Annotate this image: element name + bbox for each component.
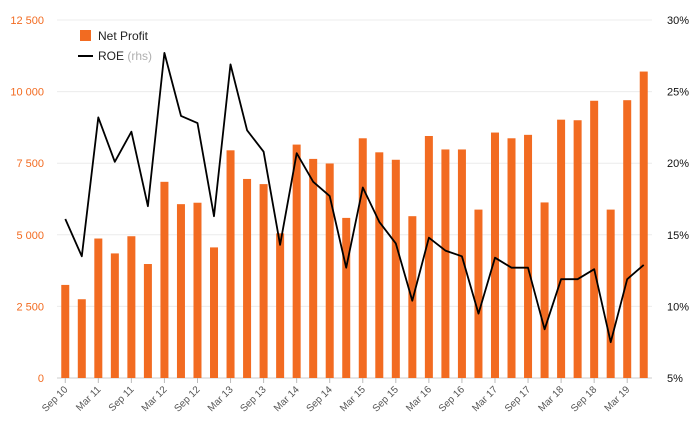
x-axis-tick-label: Sep 18 [569, 384, 599, 414]
net-profit-bar [342, 217, 351, 378]
net-profit-bar [474, 209, 483, 378]
net-profit-bar [639, 71, 648, 378]
net-profit-bar [309, 158, 318, 378]
right-axis-tick-label: 20% [667, 158, 689, 170]
net-profit-bar [77, 299, 86, 378]
left-axis-tick-label: 10 000 [10, 87, 44, 99]
left-axis-tick-label: 2 500 [16, 301, 44, 313]
left-axis-tick-label: 7 500 [16, 158, 44, 170]
x-axis-tick-label: Mar 18 [536, 384, 566, 414]
net-profit-bar [160, 181, 169, 378]
net-profit-bar [61, 284, 70, 378]
net-profit-bar [358, 138, 367, 378]
left-axis-tick-label: 0 [38, 373, 44, 385]
x-axis-tick-label: Mar 13 [206, 384, 236, 414]
net-profit-bar [623, 100, 632, 378]
legend-net-profit-label: Net Profit [98, 29, 149, 43]
net-profit-bar [507, 138, 516, 378]
x-axis-tick-label: Sep 11 [107, 384, 137, 414]
net-profit-bar [557, 119, 566, 378]
right-axis-tick-label: 10% [667, 301, 689, 313]
right-axis-tick-label: 5% [667, 373, 683, 385]
x-axis-tick-label: Mar 15 [338, 384, 368, 414]
net-profit-bar [110, 253, 119, 378]
net-profit-bar [127, 236, 136, 378]
right-axis-tick-label: 15% [667, 230, 689, 242]
x-axis-tick-label: Sep 15 [371, 384, 401, 414]
x-axis-tick-label: Sep 13 [239, 384, 269, 414]
net-profit-bar [490, 132, 499, 378]
net-profit-bar [325, 163, 334, 378]
x-axis-tick-label: Mar 16 [404, 384, 434, 414]
net-profit-bar [259, 184, 268, 378]
left-axis-tick-label: 12 500 [10, 15, 44, 27]
right-axis-tick-label: 25% [667, 87, 689, 99]
x-axis-tick-label: Mar 12 [140, 384, 170, 414]
net-profit-bar [210, 247, 219, 378]
net-profit-bar [441, 149, 450, 378]
net-profit-bar [590, 100, 599, 378]
x-axis-tick-label: Sep 14 [305, 384, 335, 414]
legend-net-profit-swatch [80, 30, 91, 41]
x-axis-tick-label: Sep 12 [172, 384, 202, 414]
legend-roe-axis-note: (rhs) [127, 49, 152, 63]
net-profit-bar [540, 202, 549, 378]
net-profit-bar [276, 233, 285, 378]
roe-line [64, 52, 645, 344]
net-profit-bar [424, 135, 433, 378]
right-axis-tick-label: 30% [667, 15, 689, 27]
x-axis-tick-label: Mar 11 [74, 384, 104, 414]
left-axis-tick-label: 5 000 [16, 230, 44, 242]
net-profit-bar [375, 152, 384, 378]
net-profit-bar [573, 120, 582, 379]
x-axis-tick-label: Mar 14 [272, 384, 302, 414]
x-axis-tick-label: Mar 17 [470, 384, 500, 414]
net-profit-bar [176, 204, 185, 378]
legend-roe-label: ROE (rhs) [98, 49, 152, 63]
net-profit-bar [292, 144, 301, 378]
net-profit-bar [606, 209, 615, 378]
x-axis-tick-label: Sep 17 [503, 384, 533, 414]
net-profit-bar [524, 134, 533, 378]
net-profit-bar [143, 264, 152, 378]
net-profit-bar [457, 149, 466, 378]
x-axis-tick-label: Sep 10 [40, 384, 70, 414]
net-profit-bar [193, 202, 202, 378]
net-profit-bar [94, 238, 103, 378]
legend-roe-name: ROE [98, 49, 127, 63]
x-axis-tick-label: Mar 19 [603, 384, 633, 414]
net-profit-bar [243, 178, 252, 378]
net-profit-bar [226, 150, 235, 378]
net-profit-bar [391, 159, 400, 378]
x-axis-tick-label: Sep 16 [437, 384, 467, 414]
